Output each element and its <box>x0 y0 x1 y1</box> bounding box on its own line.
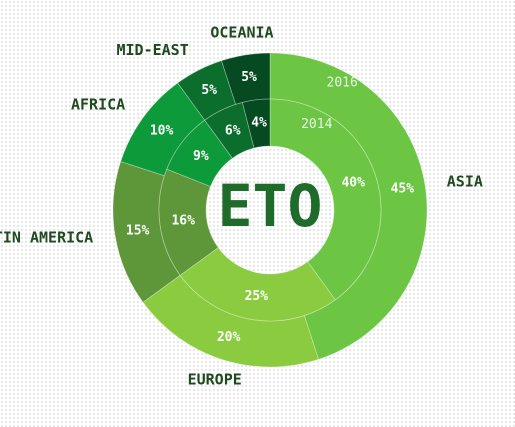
category-label-oceania: OCEANIA <box>210 24 273 42</box>
value-label-outer-asia: 45% <box>391 182 415 197</box>
ring-label-2014: 2014 <box>301 117 332 132</box>
value-label-inner-asia: 40% <box>341 175 365 190</box>
category-label-asia: ASIA <box>447 172 483 190</box>
slice-inner-oceania <box>241 98 271 149</box>
value-label-inner-europe: 25% <box>245 289 269 304</box>
slice-inner-latin-america <box>158 168 219 276</box>
category-labels: ASIA EUROPE LATIN AMERICA AFRICA MID-EAST OCE… <box>0 24 483 389</box>
category-label-africa: AFRICA <box>71 95 125 113</box>
value-label-outer-europe: 20% <box>217 330 241 345</box>
inner-ring-2014: 40% 25% 16% 9% 6% 4% <box>158 98 382 322</box>
ring-label-2016: 2016 <box>327 76 358 91</box>
value-label-inner-oceania: 4% <box>251 116 267 131</box>
value-label-outer-africa: 10% <box>150 124 174 139</box>
slice-inner-asia <box>269 98 382 301</box>
value-label-inner-latin-america: 16% <box>171 213 195 228</box>
category-label-europe: EUROPE <box>188 371 242 389</box>
value-label-outer-mid-east: 5% <box>201 83 217 98</box>
value-label-outer-latin-america: 15% <box>126 223 150 238</box>
slice-inner-mid-east <box>204 102 255 159</box>
category-label-mid-east: MID-EAST <box>116 41 188 59</box>
slice-inner-europe <box>179 247 336 322</box>
value-label-inner-africa: 9% <box>193 149 209 164</box>
category-label-latin-america: LATIN AMERICA <box>0 229 93 247</box>
value-label-outer-oceania: 5% <box>241 70 257 85</box>
chart-title: ETO <box>218 172 323 240</box>
value-label-inner-mid-east: 6% <box>225 123 241 138</box>
